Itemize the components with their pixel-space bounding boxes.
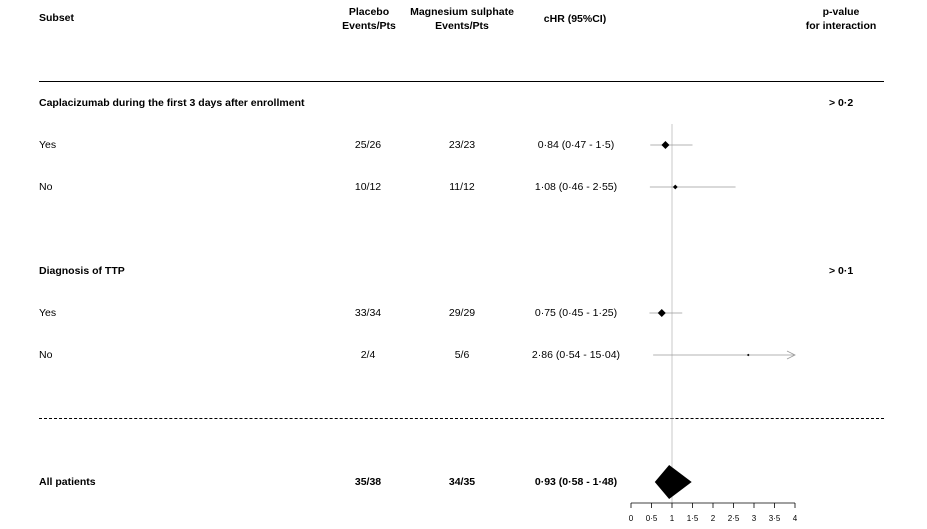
overall-chr: 0·93 (0·58 - 1·48): [534, 476, 618, 488]
overall-placebo: 35/38: [354, 476, 382, 488]
header-magnesium-line2: Events/Pts: [435, 20, 489, 32]
row-magnesium: 29/29: [448, 307, 476, 319]
row-placebo: 25/26: [354, 139, 382, 151]
group-pvalue-diagnosis: > 0·1: [829, 265, 854, 277]
x-tick-label: 2: [711, 514, 716, 523]
row-magnesium: 5/6: [454, 349, 470, 361]
row-placebo: 33/34: [354, 307, 382, 319]
group-pvalue-caplacizumab: > 0·2: [829, 97, 854, 109]
overall-magnesium: 34/35: [448, 476, 476, 488]
header-rule: [39, 81, 884, 82]
header-magnesium: Magnesium sulphate Events/Pts: [410, 5, 514, 33]
hr-point: [746, 353, 750, 357]
row-placebo: 10/12: [354, 181, 382, 193]
x-tick-label: 0: [629, 514, 634, 523]
x-tick-label: 3: [752, 514, 757, 523]
row-subset: No: [39, 181, 53, 193]
x-tick-label: 1: [670, 514, 675, 523]
header-placebo-line1: Placebo: [348, 6, 390, 18]
hr-point: [661, 141, 670, 149]
group-label-caplacizumab: Caplacizumab during the first 3 days aft…: [39, 97, 305, 109]
x-tick-label: 1·5: [687, 514, 699, 523]
header-placebo-line2: Events/Pts: [342, 20, 396, 32]
header-pvalue-line2: for interaction: [805, 20, 877, 32]
overall-divider: [39, 418, 884, 419]
x-tick-label: 4: [793, 514, 798, 523]
row-chr: 1·08 (0·46 - 2·55): [534, 181, 618, 193]
row-subset: Yes: [39, 307, 57, 319]
overall-diamond: [654, 465, 692, 499]
row-placebo: 2/4: [360, 349, 376, 361]
x-tick-label: 0·5: [646, 514, 658, 523]
row-subset: Yes: [39, 139, 57, 151]
group-label-diagnosis: Diagnosis of TTP: [39, 265, 125, 277]
row-chr: 0·84 (0·47 - 1·5): [537, 139, 615, 151]
row-chr: 0·75 (0·45 - 1·25): [534, 307, 618, 319]
row-chr: 2·86 (0·54 - 15·04): [531, 349, 621, 361]
hr-point: [657, 309, 666, 317]
x-tick-label: 2·5: [728, 514, 740, 523]
header-magnesium-line1: Magnesium sulphate: [410, 6, 514, 18]
header-placebo: Placebo Events/Pts: [342, 5, 396, 33]
row-magnesium: 11/12: [449, 181, 475, 193]
row-magnesium: 23/23: [448, 139, 476, 151]
header-subset: Subset: [39, 12, 75, 24]
overall-label: All patients: [39, 476, 96, 488]
header-pvalue-line1: p-value: [822, 6, 860, 18]
ci-arrow: [786, 350, 796, 360]
row-subset: No: [39, 349, 53, 361]
header-pvalue: p-value for interaction: [806, 5, 877, 33]
hr-point: [672, 184, 678, 190]
header-chr: cHR (95%CI): [543, 13, 607, 25]
x-tick-label: 3·5: [769, 514, 781, 523]
